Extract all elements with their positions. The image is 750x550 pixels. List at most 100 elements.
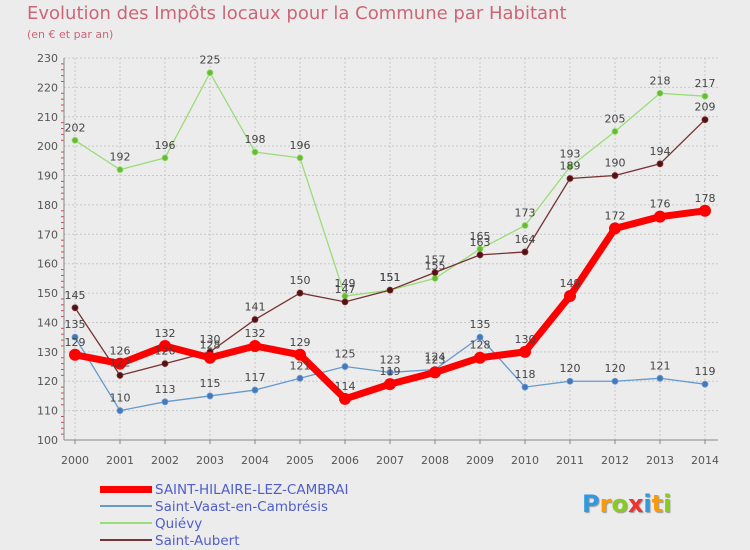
x-tick-label: 2012 — [601, 454, 629, 467]
chart-subtitle: (en € et par an) — [27, 28, 114, 41]
data-label: 178 — [695, 192, 716, 205]
data-label: 157 — [425, 254, 446, 267]
data-label: 130 — [200, 333, 221, 346]
data-label: 141 — [245, 301, 266, 314]
y-tick-label: 180 — [37, 199, 58, 212]
data-point — [386, 286, 394, 294]
data-label: 173 — [515, 206, 536, 219]
data-label: 164 — [515, 233, 536, 246]
data-label: 149 — [560, 277, 581, 290]
data-point — [116, 371, 124, 379]
data-point — [71, 333, 79, 341]
data-point — [656, 374, 664, 382]
x-tick-label: 2013 — [646, 454, 674, 467]
data-point — [519, 345, 531, 358]
y-tick-label: 140 — [37, 316, 58, 329]
data-point — [296, 374, 304, 382]
data-point — [566, 175, 574, 182]
x-tick-label: 2006 — [331, 454, 359, 467]
plot-area — [64, 58, 718, 440]
x-tick-label: 2002 — [151, 454, 179, 467]
proxiti-logo: Proxiti — [582, 490, 671, 518]
data-label: 218 — [650, 74, 671, 87]
y-tick-label: 200 — [37, 140, 58, 153]
data-label: 128 — [200, 339, 221, 352]
logo-letter: x — [627, 490, 644, 518]
data-label: 176 — [650, 198, 671, 211]
data-point — [431, 269, 439, 276]
data-label: 125 — [335, 348, 356, 361]
data-label: 225 — [200, 54, 221, 67]
data-label: 126 — [110, 345, 131, 358]
legend-swatch — [100, 539, 152, 541]
data-point — [611, 128, 619, 135]
data-point — [251, 148, 259, 156]
data-point — [476, 251, 484, 259]
x-tick-label: 2000 — [61, 454, 89, 467]
data-label: 114 — [335, 380, 356, 393]
data-point — [656, 89, 664, 97]
data-label: 192 — [110, 151, 131, 164]
y-tick-label: 120 — [37, 375, 58, 388]
data-label: 150 — [290, 274, 311, 287]
x-tick-label: 2007 — [376, 454, 404, 467]
data-label: 110 — [110, 392, 131, 405]
data-point — [656, 160, 664, 168]
logo-letter: i — [663, 490, 672, 518]
data-point — [654, 210, 666, 223]
data-label: 198 — [245, 133, 266, 146]
data-point — [339, 392, 351, 405]
y-tick-label: 130 — [37, 346, 58, 359]
data-label: 172 — [605, 209, 626, 222]
data-label: 117 — [245, 371, 266, 384]
y-tick-label: 220 — [37, 81, 58, 94]
data-label: 120 — [560, 362, 581, 375]
legend-label: Saint-Aubert — [155, 533, 240, 549]
y-tick-label: 230 — [37, 52, 58, 65]
data-point — [206, 392, 214, 400]
y-tick-label: 160 — [37, 258, 58, 271]
data-label: 165 — [470, 230, 491, 243]
data-point — [521, 383, 529, 391]
y-tick-label: 110 — [37, 405, 58, 418]
legend-swatch — [100, 486, 152, 493]
data-label: 151 — [380, 271, 401, 284]
data-point — [296, 289, 304, 297]
data-label: 132 — [245, 327, 266, 340]
data-point — [251, 316, 259, 323]
y-tick-label: 100 — [37, 434, 58, 447]
data-label: 194 — [650, 145, 671, 158]
x-tick-label: 2014 — [691, 454, 719, 467]
data-label: 119 — [695, 365, 716, 378]
data-label: 129 — [65, 336, 86, 349]
data-point — [296, 154, 304, 162]
legend-swatch — [100, 522, 152, 524]
data-label: 149 — [335, 277, 356, 290]
data-label: 189 — [560, 159, 581, 172]
data-label: 217 — [695, 77, 716, 90]
data-point — [294, 348, 306, 361]
data-point — [701, 380, 709, 388]
data-point — [204, 351, 216, 364]
data-point — [476, 333, 484, 341]
data-label: 130 — [515, 333, 536, 346]
data-point — [159, 339, 171, 352]
x-tick-label: 2011 — [556, 454, 584, 467]
data-point — [566, 377, 574, 385]
data-label: 151 — [380, 271, 401, 284]
data-point — [609, 222, 621, 235]
x-tick-label: 2009 — [466, 454, 494, 467]
data-label: 123 — [425, 353, 446, 366]
x-tick-label: 2008 — [421, 454, 449, 467]
data-label: 123 — [380, 353, 401, 366]
x-tick-label: 2005 — [286, 454, 314, 467]
x-tick-label: 2004 — [241, 454, 269, 467]
logo-letter: r — [599, 490, 612, 518]
data-label: 163 — [470, 236, 491, 249]
line-chart: 100 110 120 130 140 150 160 170 180 190 200 210 220 2… — [37, 52, 719, 467]
data-label: 190 — [605, 157, 626, 170]
data-label: 155 — [425, 259, 446, 272]
logo-letter: o — [611, 490, 628, 518]
data-label: 193 — [560, 148, 581, 161]
